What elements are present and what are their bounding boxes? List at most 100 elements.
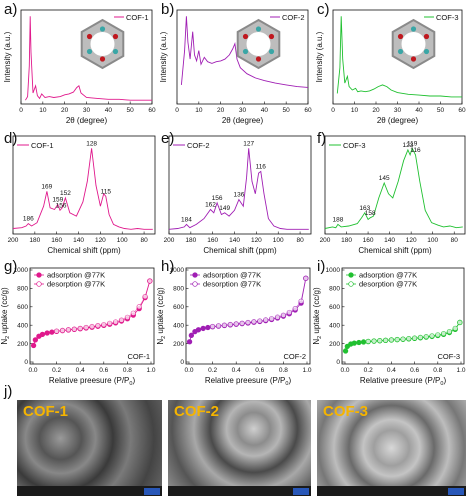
x-tick-label: 30 xyxy=(394,107,402,114)
bet-chart-cof2: 0.0 0.2 0.4 0.6 0.8 1.0 0 200 400 600 800 1000 Relat… xyxy=(156,267,312,386)
x-tick-label: 80 xyxy=(451,237,459,244)
desorption-point xyxy=(292,305,298,312)
x-tick-label: 30 xyxy=(83,107,91,114)
structure-atom xyxy=(112,48,119,55)
peak-label: 186 xyxy=(23,216,34,223)
legend-swatch-marker xyxy=(192,281,198,287)
legend-label: COF-1 xyxy=(31,141,54,150)
nmr-series-line xyxy=(168,148,309,230)
bet-chart-cof1: 0.0 0.2 0.4 0.6 0.8 1.0 0 200 400 600 800 1000 Relat… xyxy=(0,267,156,386)
sem-info-bar xyxy=(168,486,311,496)
legend-label: desorption @77K xyxy=(203,280,261,289)
desorption-point xyxy=(400,336,406,342)
x-tick-label: 0.4 xyxy=(76,367,85,374)
peak-label: 156 xyxy=(212,195,223,202)
x-tick-label: 0.2 xyxy=(364,367,373,374)
desorption-point xyxy=(298,298,304,304)
desorption-point xyxy=(112,319,119,325)
structure-atom xyxy=(397,48,404,55)
xrd-series-line xyxy=(180,16,309,88)
legend-label: COF-2 xyxy=(282,13,305,22)
structure-inset xyxy=(236,18,281,70)
x-tick-label: 100 xyxy=(273,237,284,244)
desorption-point xyxy=(118,317,125,323)
corner-label: COF-3 xyxy=(438,352,461,361)
desorption-point xyxy=(95,323,101,329)
peak-label: 159 xyxy=(52,197,63,204)
panel-letter-c: c) xyxy=(317,1,330,18)
xrd-chart-cof2: 0 10 20 30 40 50 60 2θ (degree) Intensity (a.u.)… xyxy=(159,9,312,125)
structure-pore xyxy=(90,32,115,56)
bet-chart-cof3: 0.0 0.2 0.4 0.6 0.8 1.0 0 200 400 600 800 1000 Relat… xyxy=(312,267,466,386)
desorption-point xyxy=(71,326,77,332)
legend-swatch-marker xyxy=(192,272,198,278)
desorption-point xyxy=(107,320,113,327)
adsorption-point xyxy=(200,325,206,332)
legend-label: COF-3 xyxy=(343,141,366,150)
y-tick-label: 1000 xyxy=(326,267,341,274)
y-tick-label: 800 xyxy=(17,286,28,293)
structure-inset xyxy=(391,18,436,70)
desorption-point xyxy=(382,337,389,343)
x-tick-label: 100 xyxy=(427,237,438,244)
x-axis-label: Relative preesure (P/P0) xyxy=(49,376,136,386)
x-axis-label: Chemical shift (ppm) xyxy=(203,246,277,255)
peak-label: 156 xyxy=(56,202,67,209)
peak-label: 163 xyxy=(359,205,370,212)
desorption-point xyxy=(365,338,371,345)
x-tick-label: 0.8 xyxy=(433,367,442,374)
x-tick-label: 20 xyxy=(61,107,69,114)
structure-atom xyxy=(242,48,249,55)
x-tick-label: 1.0 xyxy=(302,367,311,374)
panel-letter-f: f) xyxy=(317,130,327,147)
adsorption-point xyxy=(32,337,39,343)
desorption-point xyxy=(280,312,287,318)
structure-atom xyxy=(86,33,93,40)
desorption-point xyxy=(83,324,89,331)
x-tick-label: 180 xyxy=(341,237,352,244)
x-tick-label: 0.8 xyxy=(279,367,288,374)
x-axis-label: 2θ (degree) xyxy=(222,116,264,125)
desorption-point xyxy=(446,328,453,335)
xrd-chart-cof1: 0 10 20 30 40 50 60 2θ (degree) Intensity (a.u.)… xyxy=(3,9,156,125)
x-tick-label: 60 xyxy=(148,107,156,114)
panel-letter-j: j) xyxy=(4,383,13,400)
x-tick-label: 120 xyxy=(95,237,106,244)
x-axis-label: 2θ (degree) xyxy=(377,116,419,125)
y-tick-label: 0 xyxy=(24,359,28,366)
nmr-series-line xyxy=(12,148,153,230)
x-tick-label: 140 xyxy=(384,237,395,244)
x-tick-label: 0 xyxy=(19,107,23,114)
desorption-point xyxy=(411,335,418,341)
structure-atom xyxy=(423,48,430,55)
y-tick-label: 400 xyxy=(17,322,28,329)
desorption-point xyxy=(457,319,463,326)
legend-label: COF-2 xyxy=(187,141,210,150)
x-tick-label: 40 xyxy=(415,107,423,114)
desorption-point xyxy=(215,323,222,329)
x-tick-label: 200 xyxy=(164,237,175,244)
peak-label: 136 xyxy=(233,192,244,199)
structure-atom xyxy=(86,48,93,55)
x-tick-label: 10 xyxy=(39,107,47,114)
x-tick-label: 10 xyxy=(195,107,203,114)
x-tick-label: 180 xyxy=(185,237,196,244)
panel-letter-b: b) xyxy=(161,1,175,18)
x-axis-label: Chemical shift (ppm) xyxy=(47,246,121,255)
plot-frame xyxy=(185,267,311,365)
sem-info-bar xyxy=(317,486,466,496)
sem-title-cof3: COF-3 xyxy=(323,403,368,420)
peak-label: 116 xyxy=(410,147,421,154)
panel-letter-d: d) xyxy=(4,130,18,147)
xrd-chart-cof3: 0 10 20 30 40 50 60 2θ (degree) Intensity (a.u.)… xyxy=(315,9,466,125)
y-tick-label: 600 xyxy=(329,304,340,311)
peak-label: 158 xyxy=(365,210,376,217)
legend-swatch-marker xyxy=(36,272,42,278)
x-tick-label: 0.0 xyxy=(340,367,349,374)
x-tick-label: 140 xyxy=(73,237,84,244)
desorption-point xyxy=(371,338,377,344)
y-axis-label: Intensity (a.u.) xyxy=(159,31,168,82)
corner-label: COF-2 xyxy=(284,352,307,361)
desorption-point xyxy=(440,331,447,337)
plot-frame xyxy=(29,267,155,365)
